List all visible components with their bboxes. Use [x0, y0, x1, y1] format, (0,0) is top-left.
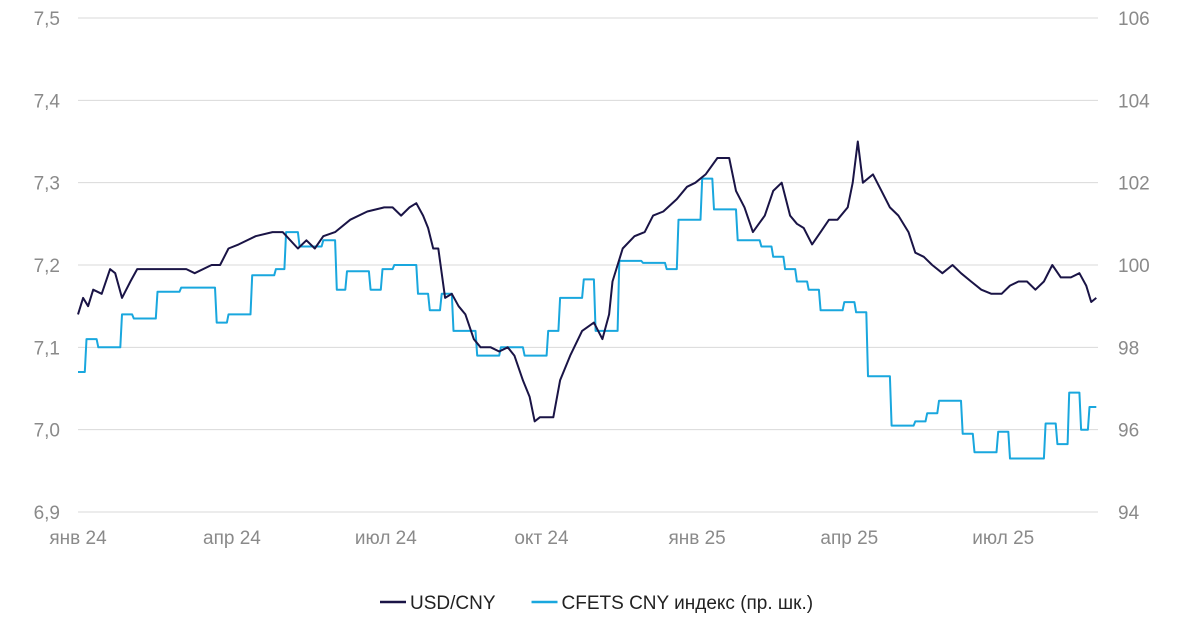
y2-tick-label: 94 [1118, 503, 1140, 524]
legend: USD/CNY CFETS CNY индекс (пр. шк.) [380, 593, 813, 614]
x-tick-label: апр 24 [203, 528, 261, 549]
y-tick-label: 7,4 [34, 91, 61, 112]
x-tick-label: апр 25 [820, 528, 878, 549]
series-line-cfets [78, 177, 1097, 460]
y2-tick-label: 96 [1118, 421, 1139, 442]
y-tick-label: 7,3 [34, 174, 60, 195]
x-tick-label: янв 24 [49, 528, 107, 549]
legend-label: USD/CNY [410, 593, 496, 614]
x-tick-label: июл 25 [972, 528, 1034, 549]
y-tick-label: 6,9 [34, 503, 60, 524]
x-tick-label: янв 25 [668, 528, 725, 549]
y-tick-label: 7,0 [34, 421, 60, 442]
y-tick-label: 7,1 [34, 338, 60, 359]
axis-layer: 6,9 7,0 7,1 7,2 7,3 7,4 7,5 94 96 98 100 102 104 106 я… [34, 9, 1151, 549]
x-tick-label: окт 24 [514, 528, 569, 549]
series-layer [77, 140, 1097, 460]
y2-tick-label: 104 [1118, 91, 1150, 112]
y2-tick-label: 102 [1118, 174, 1150, 195]
y-tick-label: 7,5 [34, 9, 60, 30]
legend-label: CFETS CNY индекс (пр. шк.) [562, 593, 814, 614]
y2-tick-label: 106 [1118, 9, 1150, 30]
y-tick-label: 7,2 [34, 256, 60, 277]
series-line-usdcny [77, 140, 1097, 423]
grid-layer [78, 17, 1098, 513]
y2-tick-label: 100 [1118, 256, 1150, 277]
x-tick-label: июл 24 [355, 528, 417, 549]
y2-tick-label: 98 [1118, 338, 1139, 359]
